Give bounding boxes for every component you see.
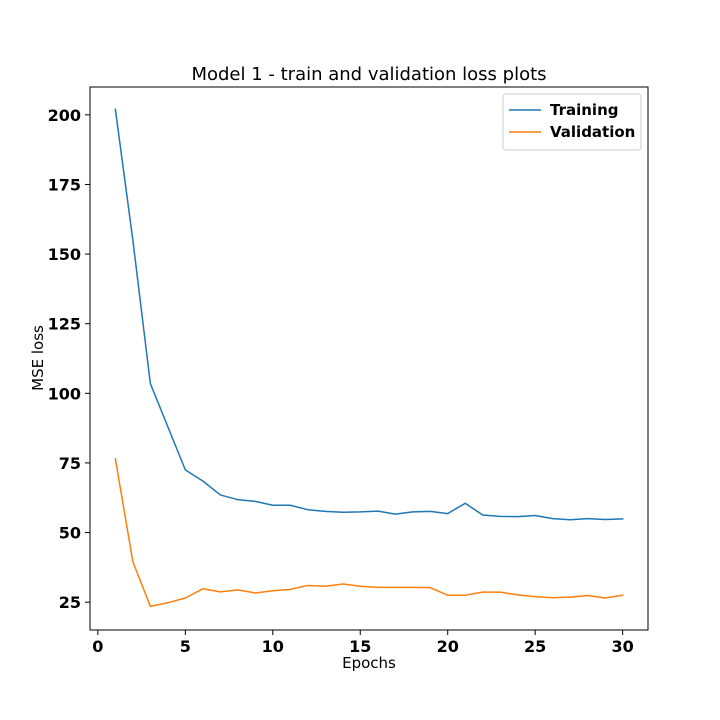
y-tick-label: 50 bbox=[59, 524, 81, 543]
series-line-training bbox=[114, 108, 624, 521]
x-tick-label: 5 bbox=[180, 637, 191, 656]
y-tick-label: 75 bbox=[59, 454, 81, 473]
series-line-validation bbox=[114, 457, 624, 608]
y-tick-label: 175 bbox=[48, 175, 81, 194]
x-tick-label: 15 bbox=[349, 637, 371, 656]
y-tick-label: 100 bbox=[48, 384, 81, 403]
y-tick-label: 200 bbox=[48, 106, 81, 125]
plot-frame bbox=[89, 86, 649, 631]
y-tick-label: 125 bbox=[48, 315, 81, 334]
x-axis-label: Epochs bbox=[342, 654, 396, 672]
x-tick-label: 0 bbox=[92, 637, 103, 656]
y-axis-label: MSE loss bbox=[29, 325, 47, 391]
ticks-layer: 0 5 10 15 20 25 30 25 50 75 100 125 150 175 200 bbox=[48, 106, 634, 656]
series-layer bbox=[114, 108, 624, 608]
x-tick-label: 10 bbox=[262, 637, 284, 656]
y-tick-label: 25 bbox=[59, 593, 81, 612]
plot-area bbox=[89, 86, 649, 631]
legend: Training Validation bbox=[502, 93, 642, 151]
x-tick-label: 30 bbox=[612, 637, 634, 656]
x-tick-label: 20 bbox=[437, 637, 459, 656]
x-tick-label: 25 bbox=[524, 637, 546, 656]
legend-label-training: Training bbox=[550, 101, 618, 119]
y-tick-label: 150 bbox=[48, 245, 81, 264]
legend-box bbox=[502, 93, 642, 151]
legend-label-validation: Validation bbox=[550, 123, 635, 141]
chart-title: Model 1 - train and validation loss plot… bbox=[191, 64, 546, 85]
